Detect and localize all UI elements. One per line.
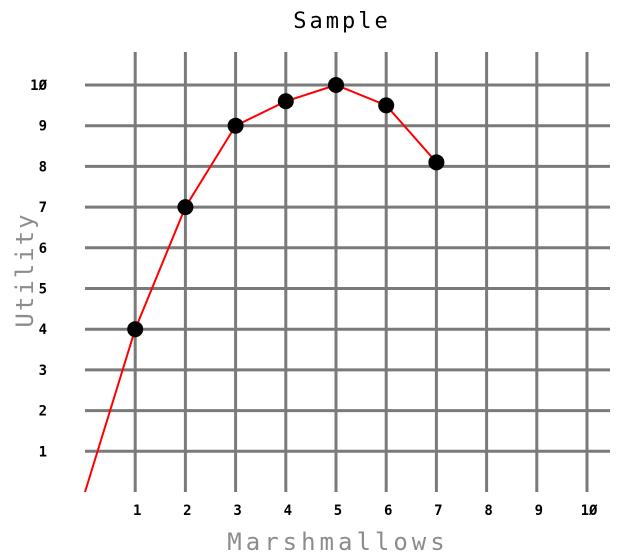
- x-tick-label: 6: [384, 503, 392, 519]
- data-point: [328, 77, 344, 93]
- y-tick-labels: 1 2 3 4 5 6 7 8 9 1Ø: [30, 78, 47, 460]
- y-tick-label: 5: [39, 282, 47, 298]
- series-line: [84, 83, 438, 493]
- chart-title: Sample: [293, 9, 390, 34]
- x-tick-labels: 1 2 3 4 5 6 7 8 9 1Ø: [133, 503, 598, 519]
- series-group: [84, 77, 445, 493]
- data-point: [127, 321, 144, 338]
- y-tick-label: 9: [39, 119, 47, 135]
- y-tick-label: 3: [39, 363, 47, 379]
- data-point: [227, 117, 244, 134]
- y-tick-label: 1: [39, 444, 47, 460]
- x-tick-label: 8: [484, 503, 492, 519]
- x-tick-label: 1Ø: [581, 503, 598, 519]
- y-tick-label: 2: [39, 404, 47, 420]
- x-axis-label: Marshmallows: [227, 528, 448, 556]
- x-tick-label: 1: [133, 503, 141, 519]
- y-axis-label: Utility: [11, 212, 39, 327]
- x-tick-label: 7: [434, 503, 442, 519]
- x-tick-label: 2: [183, 503, 191, 519]
- x-tick-label: 9: [535, 503, 543, 519]
- x-tick-label: 3: [233, 503, 241, 519]
- data-point: [428, 154, 445, 171]
- y-tick-label: 6: [39, 241, 47, 257]
- grid: [85, 52, 610, 492]
- data-point: [177, 199, 194, 216]
- x-tick-label: 4: [284, 503, 292, 519]
- y-tick-label: 4: [39, 322, 47, 338]
- y-tick-label: 1Ø: [30, 78, 47, 94]
- data-point: [277, 93, 294, 110]
- y-tick-label: 7: [39, 200, 47, 216]
- x-tick-label: 5: [334, 503, 342, 519]
- y-tick-label: 8: [39, 159, 47, 175]
- data-point: [378, 97, 395, 114]
